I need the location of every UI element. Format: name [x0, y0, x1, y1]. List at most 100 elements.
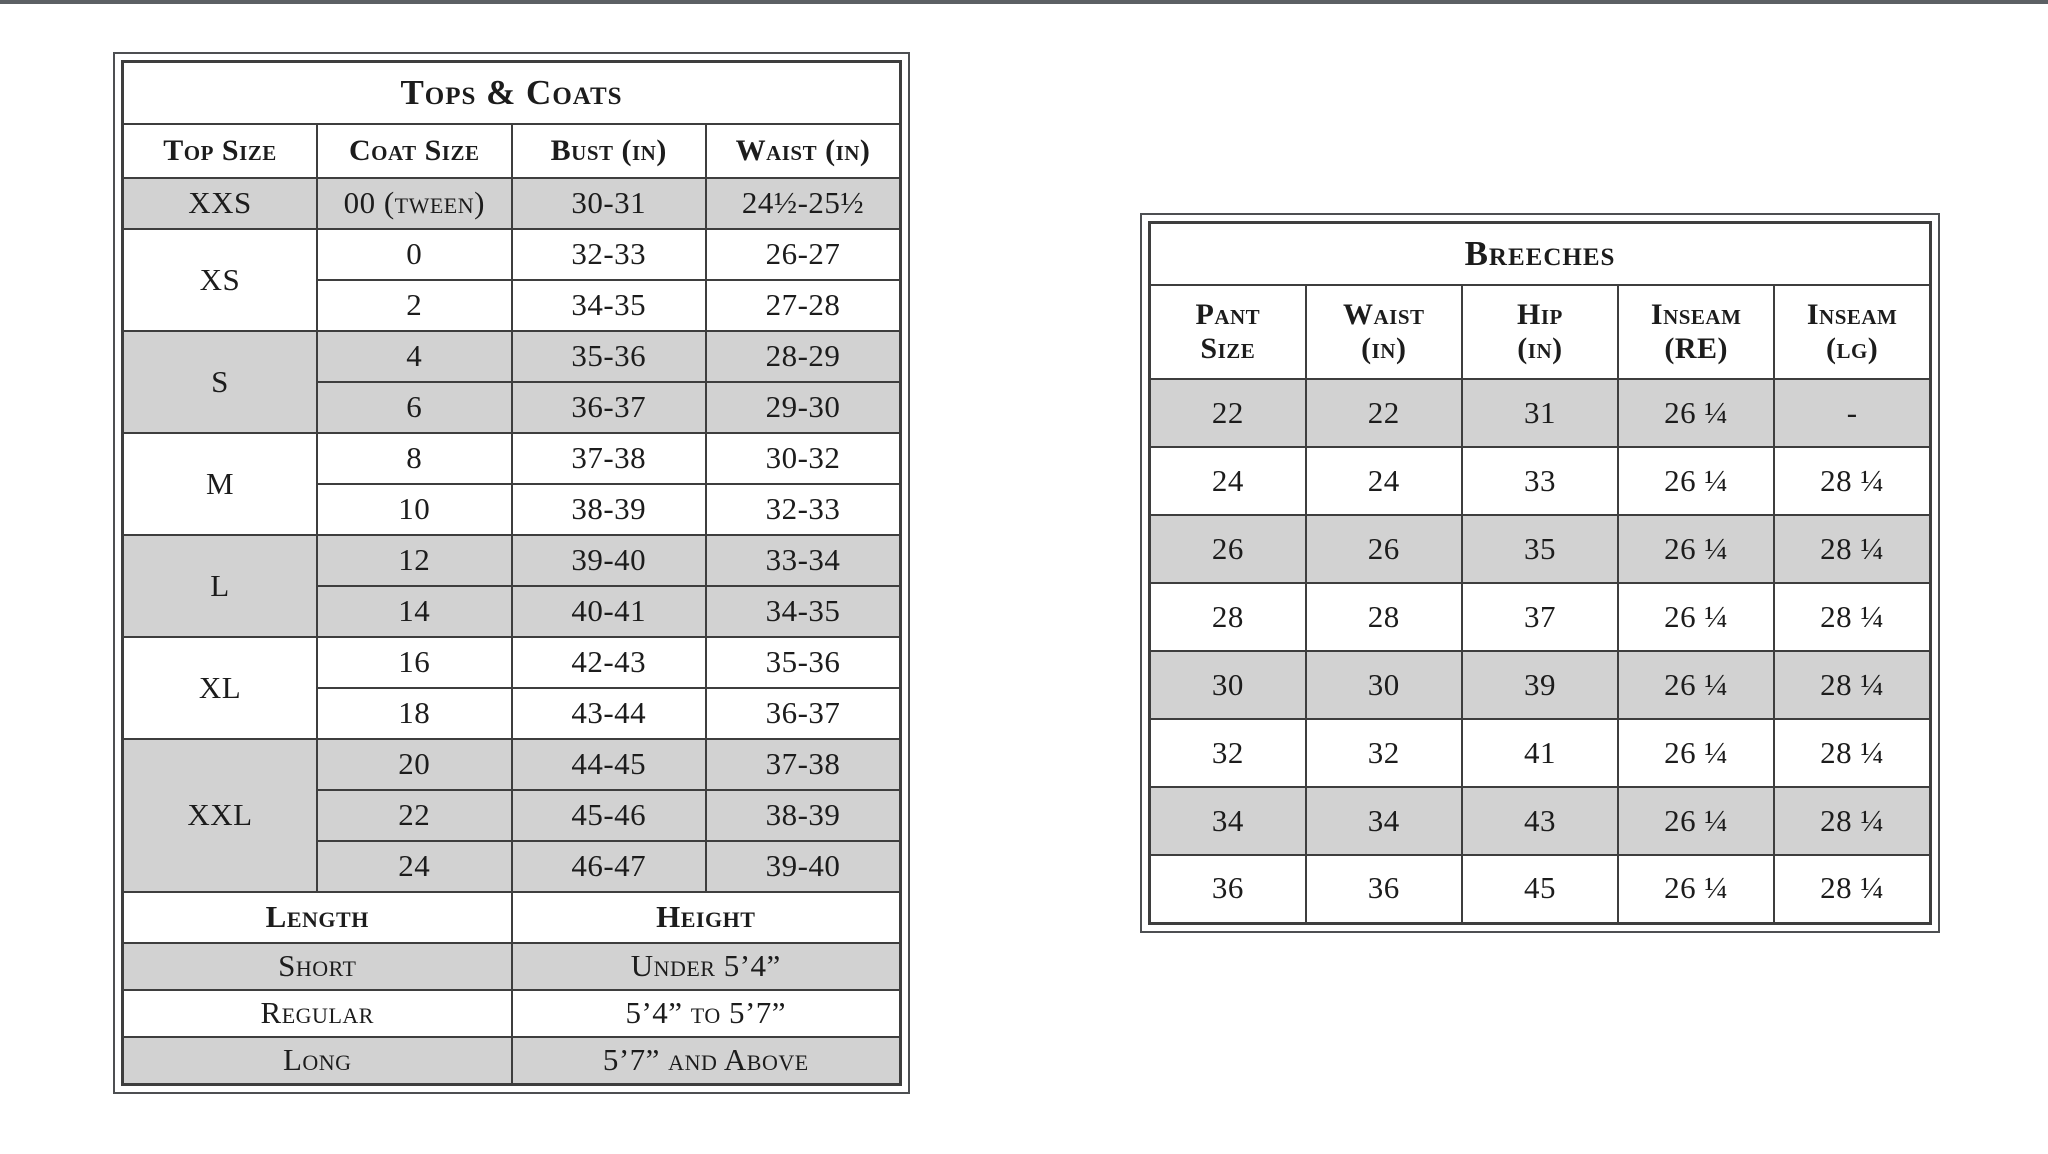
breeches-title: Breeches [1148, 221, 1932, 286]
table-cell: 34 [1304, 786, 1463, 856]
table-cell: 26 ¼ [1617, 786, 1776, 856]
breeches-title-row: Breeches [1148, 221, 1932, 286]
table-cell: 26 [1148, 514, 1307, 584]
table-cell: 26 ¼ [1617, 650, 1776, 720]
table-cell: 28 [1148, 582, 1307, 652]
table-cell: 39-40 [510, 534, 707, 587]
column-header: Waist (in) [705, 123, 902, 179]
table-cell: 37-38 [510, 432, 707, 485]
tops-coats-table: Tops & Coats Top Size Coat Size Bust (in) Wa… [121, 60, 902, 1086]
table-cell: 38-39 [705, 789, 902, 842]
table-cell: 33-34 [705, 534, 902, 587]
table-cell: 28 ¼ [1773, 718, 1932, 788]
table-cell: 36-37 [705, 687, 902, 740]
table-cell: 30-32 [705, 432, 902, 485]
table-cell: 37-38 [705, 738, 902, 791]
table-cell: L [121, 534, 318, 638]
table-cell: 26 ¼ [1617, 854, 1776, 924]
breeches-chart-frame: Breeches Pant Size Waist (in) Hip (in) Insea… [1140, 213, 1940, 933]
table-cell: 2 [316, 279, 513, 332]
table-cell: 36 [1148, 854, 1307, 924]
table-cell: 45 [1460, 854, 1620, 924]
table-cell: 20 [316, 738, 513, 791]
table-cell: 34 [1148, 786, 1307, 856]
table-cell: 14 [316, 585, 513, 638]
table-cell: 35 [1460, 514, 1620, 584]
table-cell: Regular [121, 989, 513, 1038]
table-cell: 29-30 [705, 381, 902, 434]
table-cell: 40-41 [510, 585, 707, 638]
table-cell: 46-47 [510, 840, 707, 893]
column-header: Hip (in) [1460, 284, 1620, 380]
table-row: XXL 20 44-45 37-38 [121, 738, 902, 893]
table-cell: 37 [1460, 582, 1620, 652]
table-cell: 33 [1460, 446, 1620, 516]
column-header: Waist (in) [1304, 284, 1463, 380]
table-cell: 26-27 [705, 228, 902, 281]
table-cell: 0 [316, 228, 513, 281]
table-cell: 22 [316, 789, 513, 842]
table-cell: 39 [1460, 650, 1620, 720]
table-cell: 26 ¼ [1617, 582, 1776, 652]
top-divider-bar [0, 0, 2048, 4]
table-cell: XXS [121, 177, 318, 230]
table-cell: 39-40 [705, 840, 902, 893]
table-row: 34 34 43 26 ¼ 28 ¼ [1148, 786, 1932, 856]
table-cell: 28 ¼ [1773, 514, 1932, 584]
table-cell: 26 ¼ [1617, 514, 1776, 584]
table-cell: 16 [316, 636, 513, 689]
table-row: 22 45-46 38-39 [123, 789, 902, 842]
table-row: S 4 35-36 28-29 [121, 330, 902, 434]
tops-coats-header-row: Top Size Coat Size Bust (in) Waist (in) [121, 123, 902, 179]
table-cell: 22 [1304, 378, 1463, 448]
table-cell: 36-37 [510, 381, 707, 434]
table-row: XS 0 32-33 26-27 [121, 228, 902, 332]
table-cell: 10 [316, 483, 513, 536]
table-cell: 36 [1304, 854, 1463, 924]
table-cell: - [1773, 378, 1932, 448]
table-cell: 32 [1304, 718, 1463, 788]
table-cell: 41 [1460, 718, 1620, 788]
column-header: Pant Size [1148, 284, 1307, 380]
table-cell: 26 [1304, 514, 1463, 584]
breeches-header-row: Pant Size Waist (in) Hip (in) Inseam (RE) In… [1148, 284, 1932, 380]
table-cell: 5’7” and Above [510, 1036, 902, 1085]
table-cell: 27-28 [705, 279, 902, 332]
table-cell: 30-31 [510, 177, 707, 230]
table-cell: Under 5’4” [510, 942, 902, 991]
column-header: Inseam (RE) [1617, 284, 1776, 380]
table-row: 2 34-35 27-28 [123, 279, 902, 332]
tops-coats-chart-frame: Tops & Coats Top Size Coat Size Bust (in) Wa… [113, 52, 910, 1094]
table-cell: Long [121, 1036, 513, 1085]
table-cell: 6 [316, 381, 513, 434]
table-cell: 35-36 [510, 330, 707, 383]
table-cell: XS [121, 228, 318, 332]
table-row: XXS 00 (tween) 30-31 24½-25½ [121, 177, 902, 230]
table-row: Length Height [121, 891, 902, 944]
table-cell: 42-43 [510, 636, 707, 689]
table-cell: 34-35 [510, 279, 707, 332]
table-cell: 28 ¼ [1773, 446, 1932, 516]
table-cell: 34-35 [705, 585, 902, 638]
table-cell: 28-29 [705, 330, 902, 383]
table-cell: 24½-25½ [705, 177, 902, 230]
table-row: 14 40-41 34-35 [123, 585, 902, 638]
table-row: L 12 39-40 33-34 [121, 534, 902, 638]
table-cell: 8 [316, 432, 513, 485]
table-cell: 22 [1148, 378, 1307, 448]
table-cell: Height [510, 891, 902, 944]
table-cell: 28 [1304, 582, 1463, 652]
column-header: Coat Size [316, 123, 513, 179]
table-cell: 38-39 [510, 483, 707, 536]
table-cell: 28 ¼ [1773, 786, 1932, 856]
table-cell: 26 ¼ [1617, 378, 1776, 448]
table-cell: 24 [1304, 446, 1463, 516]
tops-coats-title-row: Tops & Coats [121, 60, 902, 125]
column-header: Top Size [121, 123, 318, 179]
table-row: 22 22 31 26 ¼- [1148, 378, 1932, 448]
table-cell: 44-45 [510, 738, 707, 791]
table-cell: 00 (tween) [316, 177, 513, 230]
table-cell: 30 [1148, 650, 1307, 720]
table-cell: 26 ¼ [1617, 718, 1776, 788]
